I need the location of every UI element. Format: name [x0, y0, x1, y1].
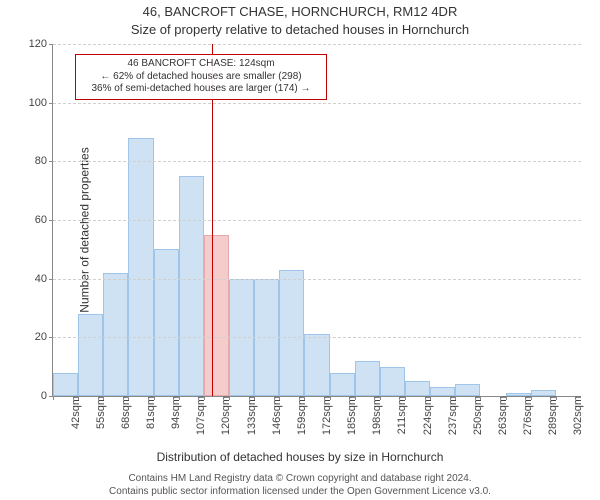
y-gridline [53, 161, 581, 162]
histogram-bar [304, 334, 329, 396]
histogram-bar [430, 387, 455, 396]
y-gridline [53, 103, 581, 104]
y-gridline [53, 44, 581, 45]
title-subtitle: Size of property relative to detached ho… [0, 22, 600, 37]
x-tick [254, 396, 255, 400]
histogram-bar-highlight [204, 235, 229, 396]
x-tick [53, 396, 54, 400]
x-tick [78, 396, 79, 400]
x-tick [204, 396, 205, 400]
x-tick-label: 276sqm [518, 396, 534, 435]
x-tick [430, 396, 431, 400]
y-gridline [53, 279, 581, 280]
footer-licence: Contains public sector information licen… [0, 486, 600, 497]
histogram-bar [128, 138, 153, 396]
x-tick [179, 396, 180, 400]
annotation-line: ← 62% of detached houses are smaller (29… [82, 71, 320, 84]
histogram-bar [279, 270, 304, 396]
x-tick-label: 224sqm [418, 396, 434, 435]
x-tick [103, 396, 104, 400]
histogram-bar [330, 373, 355, 396]
x-tick-label: 237sqm [443, 396, 459, 435]
title-address: 46, BANCROFT CHASE, HORNCHURCH, RM12 4DR [0, 4, 600, 19]
x-tick [480, 396, 481, 400]
x-tick-label: 302sqm [568, 396, 584, 435]
x-tick [380, 396, 381, 400]
y-tick-label: 40 [35, 273, 53, 285]
x-tick [304, 396, 305, 400]
x-tick-label: 263sqm [493, 396, 509, 435]
x-tick-label: 146sqm [267, 396, 283, 435]
x-tick [154, 396, 155, 400]
x-tick-label: 94sqm [166, 396, 182, 429]
x-tick-label: 159sqm [292, 396, 308, 435]
y-tick-label: 60 [35, 214, 53, 226]
x-tick [506, 396, 507, 400]
histogram-bar [179, 176, 204, 396]
x-tick [556, 396, 557, 400]
x-tick [405, 396, 406, 400]
x-tick-label: 198sqm [367, 396, 383, 435]
x-axis-label: Distribution of detached houses by size … [0, 450, 600, 464]
y-tick-label: 80 [35, 155, 53, 167]
y-gridline [53, 220, 581, 221]
x-tick-label: 133sqm [242, 396, 258, 435]
histogram-bar [455, 384, 480, 396]
histogram-bar [78, 314, 103, 396]
x-tick [279, 396, 280, 400]
y-tick-label: 120 [29, 38, 53, 50]
y-gridline [53, 337, 581, 338]
x-tick-label: 211sqm [392, 396, 408, 434]
y-tick-label: 20 [35, 331, 53, 343]
histogram-bar [53, 373, 78, 396]
x-tick-label: 68sqm [116, 396, 132, 429]
annotation-box: 46 BANCROFT CHASE: 124sqm← 62% of detach… [75, 54, 327, 100]
x-tick [128, 396, 129, 400]
x-tick-label: 81sqm [141, 396, 157, 429]
x-tick [330, 396, 331, 400]
histogram-bar [103, 273, 128, 396]
x-tick [229, 396, 230, 400]
y-tick-label: 0 [41, 390, 53, 402]
x-tick [531, 396, 532, 400]
x-tick-label: 120sqm [216, 396, 232, 435]
histogram-bar [355, 361, 380, 396]
histogram-bar [405, 381, 430, 396]
x-tick-label: 172sqm [317, 396, 333, 435]
x-tick-label: 42sqm [66, 396, 82, 429]
histogram-bar [380, 367, 405, 396]
x-tick-label: 289sqm [543, 396, 559, 435]
histogram-bar [154, 249, 179, 396]
annotation-line: 46 BANCROFT CHASE: 124sqm [82, 58, 320, 71]
x-tick-label: 55sqm [91, 396, 107, 429]
y-tick-label: 100 [29, 97, 53, 109]
chart-plot-area: 02040608010012042sqm55sqm68sqm81sqm94sqm… [52, 44, 581, 397]
x-tick-label: 250sqm [468, 396, 484, 435]
x-tick [455, 396, 456, 400]
x-tick-label: 107sqm [191, 396, 207, 435]
footer-copyright: Contains HM Land Registry data © Crown c… [0, 473, 600, 484]
annotation-line: 36% of semi-detached houses are larger (… [82, 83, 320, 96]
x-tick-label: 185sqm [342, 396, 358, 435]
x-tick [355, 396, 356, 400]
